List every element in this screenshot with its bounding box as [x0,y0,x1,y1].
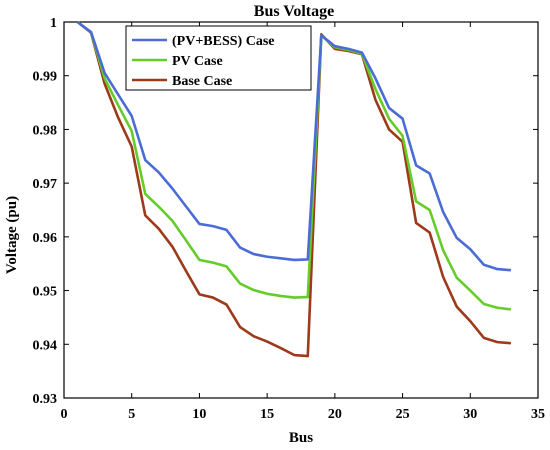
series-line-pv-bess-case [76,20,512,272]
x-tick-label: 25 [396,407,410,422]
series-line-pv-case [76,20,512,311]
x-axis-label: Bus [289,430,313,446]
y-tick-label: 0.96 [33,231,58,246]
y-tick-label: 0.97 [33,177,58,192]
y-axis-label: Voltage (pu) [4,196,20,274]
y-axis-ticks: 0.93 0.94 0.95 0.96 0.97 0.98 0.99 1 [33,16,538,407]
x-tick-label: 20 [328,407,342,422]
y-tick-label: 0.99 [33,70,58,85]
legend-label-base-case: Base Case [172,74,232,89]
series-line-base-case [76,20,512,358]
legend: (PV+BESS) Case PV Case Base Case [125,25,312,91]
x-tick-label: 10 [192,407,206,422]
legend-label-pv-bess-case: (PV+BESS) Case [172,34,274,49]
series-lines [76,20,512,358]
y-tick-label: 0.98 [33,123,58,138]
y-tick-label: 0.93 [33,392,58,407]
x-tick-label: 30 [463,407,477,422]
y-tick-label: 1 [50,16,57,31]
x-tick-label: 5 [128,407,135,422]
legend-label-pv-case: PV Case [172,54,223,69]
x-tick-label: 35 [531,407,545,422]
x-tick-label: 0 [61,407,68,422]
y-tick-label: 0.94 [33,338,58,353]
x-tick-label: 15 [260,407,274,422]
y-tick-label: 0.95 [33,285,58,300]
x-axis-ticks: 0 5 10 15 20 25 30 35 [61,22,545,422]
chart-title: Bus Voltage [254,3,334,20]
